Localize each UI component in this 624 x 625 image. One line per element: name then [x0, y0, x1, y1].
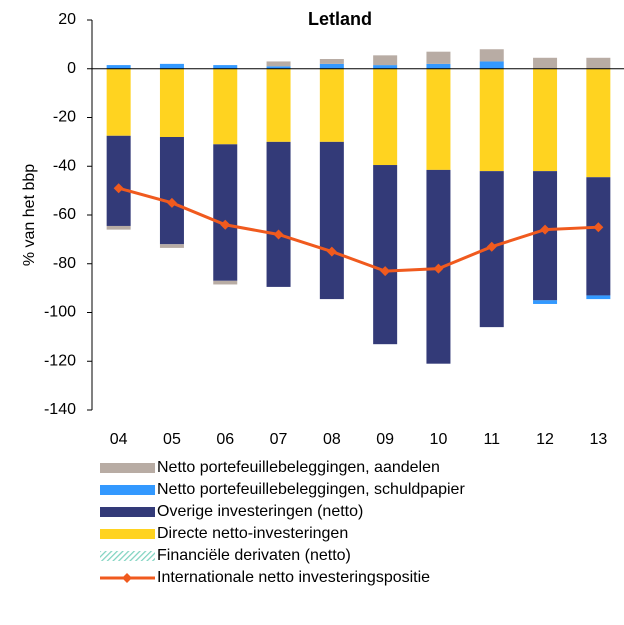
- x-tick-label: 09: [376, 431, 394, 448]
- line-marker: [220, 219, 231, 230]
- legend-swatch: [100, 463, 155, 473]
- legend-marker: [122, 573, 132, 583]
- bar: [106, 225, 131, 230]
- y-tick-label: 20: [58, 11, 76, 28]
- legend-label: Internationale netto investeringspositie: [157, 569, 430, 586]
- legend-label: Directe netto-investeringen: [157, 525, 348, 542]
- bar: [213, 65, 238, 69]
- bar: [319, 68, 344, 142]
- x-tick-label: 10: [430, 431, 448, 448]
- x-tick-label: 08: [323, 431, 341, 448]
- x-tick-label: 06: [216, 431, 234, 448]
- x-tick-label: 12: [536, 431, 554, 448]
- y-tick-label: -60: [53, 206, 76, 223]
- bar: [319, 59, 344, 64]
- bar: [533, 68, 558, 172]
- bar: [533, 57, 558, 69]
- x-tick-label: 07: [270, 431, 288, 448]
- bar: [266, 68, 291, 142]
- bar: [426, 51, 451, 64]
- bar: [266, 61, 291, 67]
- legend-swatch: [100, 529, 155, 539]
- bar: [373, 68, 398, 166]
- line-marker: [113, 183, 124, 194]
- bar: [159, 137, 184, 245]
- y-tick-label: -100: [44, 304, 76, 321]
- legend-label: Financiële derivaten (netto): [157, 547, 351, 564]
- bar: [159, 68, 184, 137]
- bar: [586, 57, 611, 69]
- bar: [586, 295, 611, 300]
- bar: [479, 49, 504, 62]
- bar: [213, 144, 238, 281]
- bar: [586, 177, 611, 296]
- line-marker: [380, 266, 391, 277]
- bar: [266, 141, 291, 287]
- y-tick-label: -40: [53, 157, 76, 174]
- bar: [426, 68, 451, 170]
- y-tick-label: -80: [53, 255, 76, 272]
- bar: [319, 141, 344, 300]
- legend-swatch: [100, 507, 155, 517]
- y-tick-label: -20: [53, 109, 76, 126]
- legend-swatch: [100, 551, 155, 561]
- bar: [533, 300, 558, 304]
- x-tick-label: 13: [589, 431, 607, 448]
- legend-label: Netto portefeuillebeleggingen, aandelen: [157, 459, 440, 476]
- bar: [373, 55, 398, 66]
- bar: [479, 68, 504, 172]
- x-tick-label: 05: [163, 431, 181, 448]
- legend-label: Overige investeringen (netto): [157, 503, 363, 520]
- bar: [426, 63, 451, 69]
- line-marker: [273, 229, 284, 240]
- bar: [159, 63, 184, 69]
- bar: [106, 135, 131, 226]
- bar: [266, 66, 291, 69]
- bar: [106, 68, 131, 136]
- bar: [586, 68, 611, 178]
- bar: [319, 63, 344, 69]
- line-marker: [593, 222, 604, 233]
- x-tick-label: 11: [483, 431, 500, 448]
- x-tick-label: 04: [110, 431, 128, 448]
- bar: [373, 165, 398, 345]
- bar: [533, 171, 558, 301]
- chart-title: Letland: [308, 9, 372, 29]
- bar: [213, 280, 238, 285]
- y-tick-label: 0: [67, 60, 76, 77]
- line-marker: [433, 263, 444, 274]
- y-tick-label: -140: [44, 401, 76, 418]
- line-marker: [166, 197, 177, 208]
- line-marker: [326, 246, 337, 257]
- line-marker: [486, 241, 497, 252]
- legend-label: Netto portefeuillebeleggingen, schuldpap…: [157, 481, 465, 498]
- bar: [106, 65, 131, 69]
- bar: [373, 65, 398, 69]
- bar: [479, 61, 504, 69]
- bar: [213, 68, 238, 145]
- line-marker: [540, 224, 551, 235]
- y-tick-label: -120: [44, 352, 76, 369]
- y-axis-label: % van het bbp: [21, 164, 38, 266]
- bar: [159, 244, 184, 248]
- legend-swatch: [100, 485, 155, 495]
- line: [118, 186, 599, 273]
